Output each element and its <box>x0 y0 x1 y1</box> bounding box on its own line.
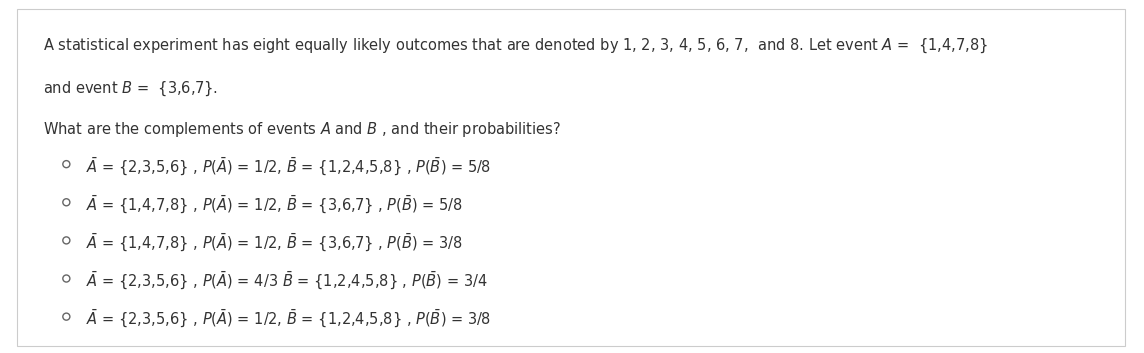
Text: A statistical experiment has eight equally likely outcomes that are denoted by 1: A statistical experiment has eight equal… <box>43 37 988 55</box>
Text: $\bar{A}$ = {2,3,5,6} , $P(\bar{A})$ = 4/3 $\bar{B}$ = {1,2,4,5,8} , $P(\bar{B}): $\bar{A}$ = {2,3,5,6} , $P(\bar{A})$ = 4… <box>86 270 487 291</box>
FancyBboxPatch shape <box>17 9 1125 346</box>
Text: $\bar{A}$ = {1,4,7,8} , $P(\bar{A})$ = 1/2, $\bar{B}$ = {3,6,7} , $P(\bar{B})$ =: $\bar{A}$ = {1,4,7,8} , $P(\bar{A})$ = 1… <box>86 193 462 215</box>
Text: $\bar{A}$ = {2,3,5,6} , $P(\bar{A})$ = 1/2, $\bar{B}$ = {1,2,4,5,8} , $P(\bar{B}: $\bar{A}$ = {2,3,5,6} , $P(\bar{A})$ = 1… <box>86 308 491 329</box>
Text: $\bar{A}$ = {2,3,5,6} , $P(\bar{A})$ = 1/2, $\bar{B}$ = {1,2,4,5,8} , $P(\bar{B}: $\bar{A}$ = {2,3,5,6} , $P(\bar{A})$ = 1… <box>86 155 491 177</box>
Text: $\bar{A}$ = {1,4,7,8} , $P(\bar{A})$ = 1/2, $\bar{B}$ = {3,6,7} , $P(\bar{B})$ =: $\bar{A}$ = {1,4,7,8} , $P(\bar{A})$ = 1… <box>86 232 462 253</box>
Text: and event $\mathit{B}$ =  {3,6,7}.: and event $\mathit{B}$ = {3,6,7}. <box>43 79 219 98</box>
Text: What are the complements of events $\mathit{A}$ and $\mathit{B}$ , and their pro: What are the complements of events $\mat… <box>43 120 562 139</box>
